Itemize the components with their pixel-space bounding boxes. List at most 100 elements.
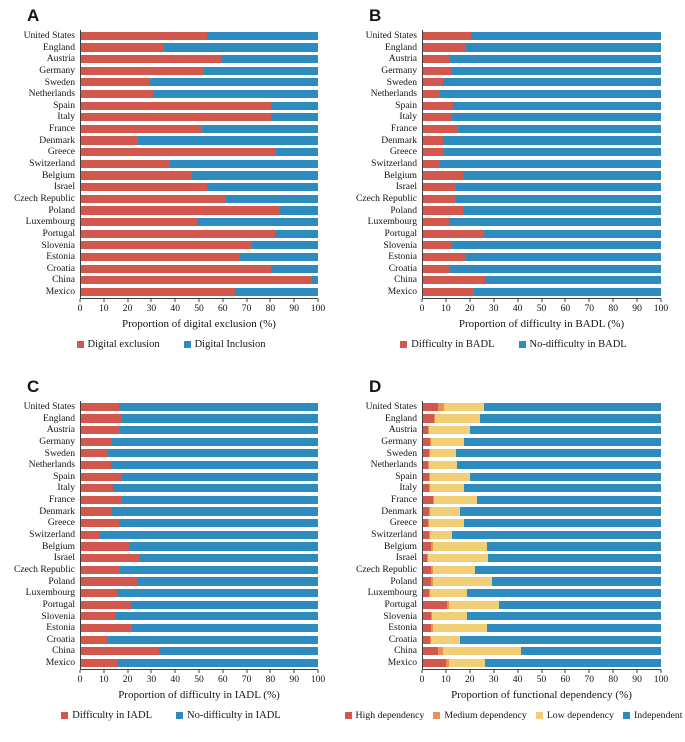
bar-track xyxy=(423,276,661,285)
bar-segment-no-difficulty-in-badl xyxy=(463,171,661,180)
country-label: Slovenia xyxy=(41,610,75,622)
country-label: Estonia xyxy=(388,622,417,634)
bar-segment-digital-inclusion xyxy=(201,124,318,134)
legend-swatch xyxy=(623,711,631,719)
country-label: Slovenia xyxy=(383,610,417,622)
bar-row xyxy=(423,611,661,623)
bar-row xyxy=(423,482,661,494)
x-tick-label: 0 xyxy=(419,302,425,314)
bar-segment-low-dependency xyxy=(428,426,471,435)
bar-row xyxy=(423,634,661,646)
bar-track xyxy=(423,565,661,574)
bar-segment-independent xyxy=(480,414,661,423)
country-label: Mexico xyxy=(45,657,75,669)
bar-track xyxy=(81,484,318,493)
bar-track xyxy=(423,484,661,493)
country-label: Sweden xyxy=(386,447,417,459)
bar-rows xyxy=(80,401,318,670)
country-label: Austria xyxy=(46,53,75,65)
bar-track xyxy=(81,565,318,574)
bar-row xyxy=(423,181,661,193)
bar-track xyxy=(423,194,661,203)
bar-track xyxy=(81,66,318,75)
bar-segment-no-difficulty-in-badl xyxy=(456,183,661,192)
bar-row xyxy=(423,42,661,54)
country-label: Mexico xyxy=(45,286,75,298)
bar-segment-independent xyxy=(467,612,661,621)
bar-track xyxy=(81,287,318,296)
bar-rows xyxy=(80,30,318,299)
x-tick-label: 20 xyxy=(465,302,475,314)
bar-segment-digital-inclusion xyxy=(270,264,318,273)
bar-row xyxy=(423,576,661,588)
country-label: England xyxy=(385,41,417,53)
legend-item-medium-dependency: Medium dependency xyxy=(433,710,527,721)
country-label: Croatia xyxy=(388,633,417,645)
bar-segment-difficulty-in-badl xyxy=(423,136,444,145)
bar-segment-independent xyxy=(488,554,661,563)
x-axis-ticks: 0 10 20 30 40 50 60 70 80 90 100 xyxy=(419,298,668,315)
x-tick-label: 40 xyxy=(512,673,523,685)
bar-segment-high-dependency xyxy=(423,414,434,423)
bar-row xyxy=(81,541,318,553)
bar-row xyxy=(81,506,318,518)
country-label: Estonia xyxy=(46,251,75,263)
country-label: England xyxy=(43,412,75,424)
x-tick-mark xyxy=(541,669,542,674)
bar-row xyxy=(423,401,661,413)
bar-segment-medium-dependency xyxy=(431,565,433,574)
bar-segment-low-dependency xyxy=(432,542,488,551)
country-label: Mexico xyxy=(387,286,417,298)
bar-row xyxy=(81,645,318,657)
bar-segment-high-dependency xyxy=(423,507,429,516)
country-label: Sweden xyxy=(44,76,75,88)
bar-row xyxy=(423,494,661,506)
x-tick-mark xyxy=(636,298,638,303)
bar-rows xyxy=(422,30,661,299)
country-label: Spain xyxy=(53,470,75,482)
bar-track xyxy=(423,530,661,539)
bar-row xyxy=(81,251,318,263)
panel-letter-A: A xyxy=(27,6,40,25)
country-label: Poland xyxy=(390,575,417,587)
country-label: Denmark xyxy=(381,505,417,517)
bar-track xyxy=(423,101,661,110)
bar-track xyxy=(81,635,318,644)
bar-segment-no-difficulty-in-badl xyxy=(439,159,661,168)
chart-C: United States England Austria Germany Sweden… xyxy=(0,401,342,701)
bar-segment-digital-exclusion xyxy=(81,159,169,168)
x-tick-label: 40 xyxy=(170,302,180,314)
bar-segment-difficulty-in-badl xyxy=(423,276,485,285)
country-label: Sweden xyxy=(44,447,75,459)
bar-track xyxy=(423,612,661,621)
bar-segment-digital-exclusion xyxy=(81,136,138,145)
bar-row xyxy=(423,240,661,252)
x-tick-mark xyxy=(174,669,176,674)
bar-row xyxy=(423,251,661,263)
bar-segment-difficulty-in-iadl xyxy=(81,565,121,574)
bar-segment-no-difficulty-in-badl xyxy=(443,78,661,87)
bar-segment-low-dependency xyxy=(432,577,492,586)
legend-label: Independent xyxy=(634,709,683,721)
bar-segment-digital-exclusion xyxy=(81,276,311,285)
bar-segment-low-dependency xyxy=(435,414,481,423)
panel-B: B United States England Austria Germany Swed… xyxy=(342,0,685,371)
bar-segment-high-dependency xyxy=(423,647,439,656)
country-label: Switzerland xyxy=(371,158,417,170)
plot-col: 0 10 20 30 40 50 60 70 80 90 100 Proportion of dif… xyxy=(419,30,668,330)
bar-row xyxy=(81,65,318,77)
bar-segment-difficulty-in-badl xyxy=(423,89,440,99)
bar-segment-medium-dependency xyxy=(428,530,430,539)
country-label: Netherlands xyxy=(28,459,75,471)
bar-row xyxy=(81,228,318,240)
bar-segment-digital-inclusion xyxy=(280,206,318,215)
x-tick-label: 60 xyxy=(218,302,228,314)
country-label: Austria xyxy=(388,424,417,436)
panel-A: A United States England Austria Germany Swed… xyxy=(0,0,342,371)
bar-track xyxy=(81,623,318,633)
bar-track xyxy=(423,472,661,481)
bar-segment-no-difficulty-in-badl xyxy=(465,43,661,52)
bar-track xyxy=(423,402,661,411)
bar-track xyxy=(423,241,661,250)
bar-row xyxy=(81,170,318,182)
